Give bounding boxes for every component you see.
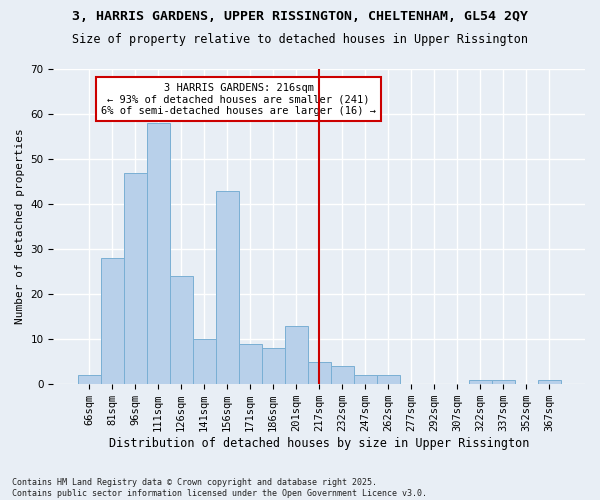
Text: 3, HARRIS GARDENS, UPPER RISSINGTON, CHELTENHAM, GL54 2QY: 3, HARRIS GARDENS, UPPER RISSINGTON, CHE…: [72, 10, 528, 23]
Bar: [193, 339, 215, 384]
Bar: [538, 380, 561, 384]
Bar: [170, 276, 193, 384]
Bar: [469, 380, 492, 384]
Bar: [215, 190, 239, 384]
Bar: [308, 362, 331, 384]
Bar: [146, 123, 170, 384]
Bar: [77, 375, 101, 384]
Bar: [124, 172, 146, 384]
Bar: [354, 375, 377, 384]
Text: Contains HM Land Registry data © Crown copyright and database right 2025.
Contai: Contains HM Land Registry data © Crown c…: [12, 478, 427, 498]
Bar: [101, 258, 124, 384]
Bar: [492, 380, 515, 384]
Bar: [331, 366, 354, 384]
Bar: [239, 344, 262, 384]
Bar: [377, 375, 400, 384]
Bar: [262, 348, 284, 384]
Text: 3 HARRIS GARDENS: 216sqm
← 93% of detached houses are smaller (241)
6% of semi-d: 3 HARRIS GARDENS: 216sqm ← 93% of detach…: [101, 82, 376, 116]
Y-axis label: Number of detached properties: Number of detached properties: [15, 128, 25, 324]
Text: Size of property relative to detached houses in Upper Rissington: Size of property relative to detached ho…: [72, 32, 528, 46]
X-axis label: Distribution of detached houses by size in Upper Rissington: Distribution of detached houses by size …: [109, 437, 529, 450]
Bar: [284, 326, 308, 384]
